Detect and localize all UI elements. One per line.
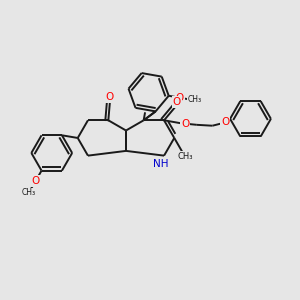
- Text: O: O: [32, 176, 40, 186]
- Text: NH: NH: [153, 159, 168, 169]
- Text: O: O: [106, 92, 114, 103]
- Text: O: O: [181, 119, 189, 129]
- Text: CH₃: CH₃: [188, 95, 202, 104]
- Text: CH₃: CH₃: [177, 152, 193, 161]
- Text: O: O: [172, 97, 181, 107]
- Text: CH₃: CH₃: [22, 188, 36, 197]
- Text: O: O: [176, 93, 184, 103]
- Text: O: O: [221, 117, 229, 128]
